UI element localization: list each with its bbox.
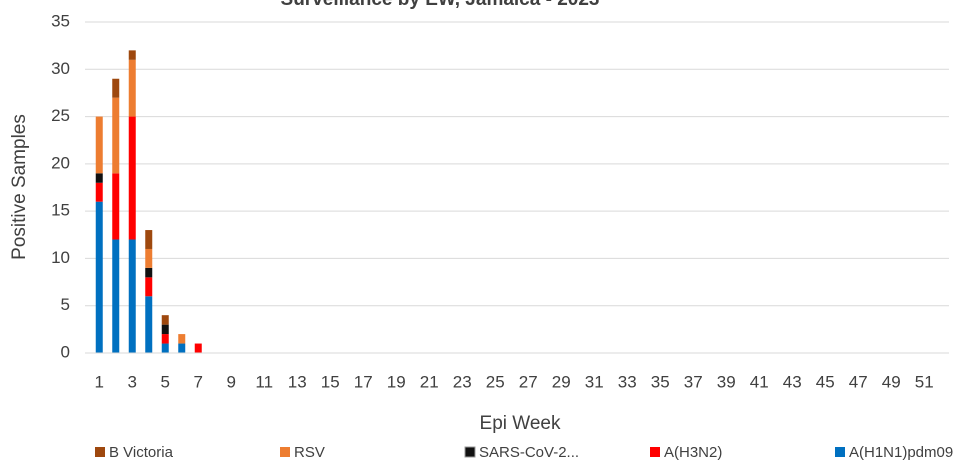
x-tick-label: 35 [651,372,670,391]
bar-segment [145,296,153,353]
bar-segment [161,324,169,335]
x-tick-label: 17 [354,372,373,391]
y-tick-label: 35 [51,11,70,30]
x-tick-label: 13 [288,372,307,391]
bar-segment [128,59,136,117]
legend-label: A(H3N2) [664,444,722,461]
x-tick-label: 47 [849,372,868,391]
y-tick-label: 30 [51,59,70,78]
bar-segment [161,315,169,325]
bar-segment [95,182,103,202]
x-tick-label: 29 [552,372,571,391]
x-tick-label: 19 [387,372,406,391]
x-tick-label: 15 [321,372,340,391]
y-tick-label: 20 [51,153,70,172]
bar-segment [95,173,103,183]
x-tick-label: 43 [783,372,802,391]
x-tick-label: 31 [585,372,604,391]
legend-swatch [95,447,105,457]
x-tick-label: 41 [750,372,769,391]
x-tick-label: 1 [95,372,104,391]
bar-segment [112,97,120,174]
bar-segment [112,78,120,98]
legend-label: B Victoria [109,444,174,461]
x-tick-label: 39 [717,372,736,391]
x-tick-label: 27 [519,372,538,391]
chart-title: Surveillance by EW, Jamaica - 2023 [281,0,600,10]
bar-segment [161,334,169,344]
x-tick-label: 9 [227,372,236,391]
bar-segment [128,116,136,240]
y-tick-label: 0 [61,342,70,361]
x-axis-label: Epi Week [480,413,561,434]
x-tick-label: 5 [161,372,170,391]
bar-segment [112,239,120,353]
legend-swatch [835,447,845,457]
x-tick-label: 33 [618,372,637,391]
legend-swatch [464,446,476,458]
x-tick-label: 25 [486,372,505,391]
bar-segment [95,116,103,174]
legend-swatch [650,447,660,457]
bar-segment [95,201,103,353]
x-tick-label: 7 [194,372,203,391]
legend-label: SARS-CoV-2... [479,444,579,461]
bar-segment [145,248,153,268]
x-tick-label: 11 [255,372,273,391]
y-tick-label: 10 [51,248,70,267]
x-tick-label: 49 [882,372,901,391]
bar-segment [128,50,136,60]
bar-segment [128,239,136,353]
bar-segment [145,267,153,278]
bar-segment [112,173,120,240]
x-tick-label: 37 [684,372,703,391]
bar-segment [145,277,153,297]
bar-segment [178,343,186,353]
bar-segment [194,343,202,353]
x-tick-label: 23 [453,372,472,391]
y-tick-label: 25 [51,106,70,125]
x-tick-label: 3 [128,372,137,391]
bar-segment [178,334,186,344]
x-tick-label: 51 [915,372,934,391]
x-tick-label: 45 [816,372,835,391]
y-axis-label: Positive Samples [9,114,30,260]
x-tick-label: 21 [420,372,439,391]
bar-segment [145,230,153,249]
bar-segment [161,343,169,353]
legend-label: A(H1N1)pdm09 [849,444,953,461]
y-tick-label: 15 [51,201,70,220]
y-tick-label: 5 [61,295,70,314]
legend-swatch [280,447,290,457]
legend-label: RSV [294,444,325,461]
